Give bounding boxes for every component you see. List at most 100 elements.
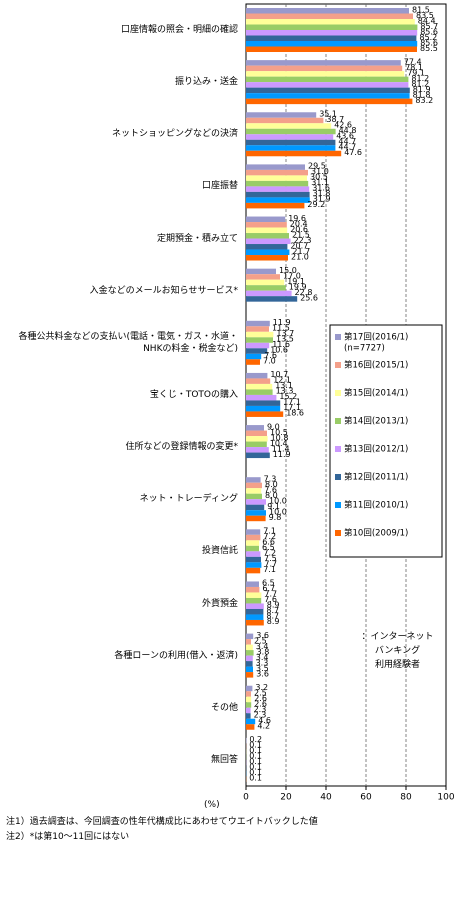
category-label: 宝くじ・TOTOの購入	[149, 390, 238, 400]
value-label: 11.6	[272, 340, 290, 349]
bar	[246, 639, 251, 645]
value-label: 13.5	[276, 335, 294, 344]
value-label: 10.4	[270, 439, 288, 448]
bar	[246, 493, 262, 500]
bar	[246, 499, 266, 505]
bar	[246, 117, 324, 124]
annotation-line: バンキング	[374, 646, 421, 656]
value-label: 13.1	[275, 381, 293, 390]
bar	[246, 244, 288, 250]
value-label: 8.9	[267, 601, 280, 610]
bar	[246, 191, 310, 198]
value-label: 83.5	[416, 11, 434, 20]
category-label: ネットショッピングなどの決済	[111, 129, 238, 140]
bar	[246, 608, 264, 615]
value-label: 19.6	[288, 214, 306, 223]
x-tick-label: 40	[320, 793, 332, 803]
value-label: 3.6	[256, 669, 269, 678]
bar	[246, 112, 317, 118]
bar	[246, 545, 259, 552]
value-label: 4.2	[257, 721, 270, 730]
value-label: 8.0	[265, 491, 278, 500]
footnote: 注1）過去調査は、今回調査の性年代構成比にあわせてウエイトバックした値	[6, 817, 318, 827]
legend-swatch	[335, 362, 341, 368]
bar	[246, 169, 308, 176]
value-label: 31.0	[311, 167, 329, 176]
bar	[246, 378, 271, 384]
value-label: 10.7	[270, 370, 288, 379]
value-label: 2.6	[254, 694, 267, 703]
bar	[246, 436, 268, 442]
value-label: 0.1	[249, 757, 262, 766]
x-tick-label: 60	[360, 793, 372, 803]
bar	[246, 60, 401, 66]
bar	[246, 441, 267, 448]
value-label: 21.0	[291, 252, 309, 261]
bar	[246, 255, 288, 261]
value-label: 20.6	[290, 225, 308, 234]
bar	[246, 279, 285, 286]
value-label: 2.6	[254, 699, 267, 708]
category-label: 各種ローンの利用(借入・返済)	[114, 650, 238, 661]
value-label: 81.9	[413, 85, 431, 94]
legend-label: 第14回(2013/1)	[344, 416, 408, 427]
value-label: 6.5	[262, 579, 275, 588]
bar	[246, 702, 252, 708]
value-label: 8.0	[265, 480, 278, 489]
value-label: 3.5	[256, 664, 269, 673]
annotation: ：インターネット バンキング 利用経験者	[350, 630, 445, 672]
value-label: 3.4	[256, 642, 269, 651]
bar	[246, 35, 417, 41]
bar	[246, 82, 409, 88]
value-label: 11.5	[272, 324, 290, 333]
value-label: 0.2	[249, 735, 262, 744]
value-label: 29.5	[308, 162, 326, 171]
value-label: 0.1	[249, 741, 262, 750]
bar	[246, 186, 310, 192]
value-label: 10.5	[270, 428, 288, 437]
sample-note: (n=7727)	[344, 344, 385, 354]
legend-label: 第17回(2016/1)	[344, 332, 408, 343]
bar	[246, 389, 273, 395]
value-label: 31.8	[313, 189, 331, 198]
bar	[246, 644, 253, 651]
bar	[246, 46, 417, 52]
bar	[246, 619, 264, 626]
value-label: 10.0	[269, 496, 287, 505]
bar	[246, 383, 273, 390]
value-label: 7.0	[263, 357, 276, 366]
bar	[246, 614, 264, 620]
legend-swatch	[335, 334, 341, 340]
value-label: 3.2	[255, 683, 268, 692]
value-label: 4.6	[258, 716, 271, 725]
legend-swatch	[335, 530, 341, 536]
value-label: 31.6	[312, 184, 330, 193]
annotation-line: 利用経験者	[374, 660, 420, 670]
legend-swatch	[335, 390, 341, 396]
bar	[246, 372, 268, 379]
bar	[246, 331, 274, 338]
value-label: 83.2	[415, 96, 433, 105]
bar	[246, 24, 418, 30]
value-label: 8.7	[266, 612, 279, 621]
value-label: 19.9	[289, 282, 307, 291]
bar	[246, 551, 261, 557]
value-label: 8.9	[267, 617, 280, 626]
value-label: 15.0	[279, 266, 297, 275]
value-label: 29.2	[307, 200, 325, 209]
category-label: 無回答	[210, 754, 238, 765]
bar	[246, 672, 254, 678]
bar	[246, 661, 253, 667]
bar	[246, 597, 262, 604]
bar	[246, 452, 270, 459]
value-label: 85.6	[420, 38, 438, 47]
bar	[246, 76, 409, 83]
bar	[246, 87, 410, 94]
bar	[246, 666, 253, 673]
bar	[246, 30, 418, 36]
value-label: 3.8	[257, 647, 270, 656]
value-label: 9.8	[269, 513, 282, 522]
value-label: 7.7	[264, 590, 277, 599]
value-label: 11.4	[272, 444, 290, 453]
bar	[246, 581, 259, 587]
